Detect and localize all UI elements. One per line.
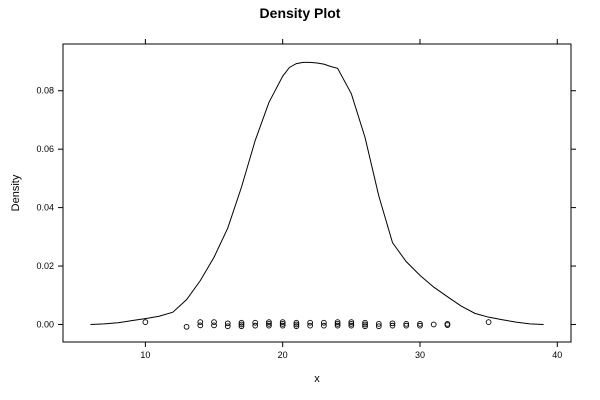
rug-point: [362, 321, 368, 328]
rug-point: [307, 319, 313, 326]
rug-point: [293, 321, 300, 328]
x-tick-label: 10: [140, 350, 150, 360]
rug-point: [389, 320, 396, 327]
rug-point: [252, 319, 259, 326]
rug-point: [211, 322, 217, 329]
rug-point: [197, 319, 204, 325]
rug-point: [430, 321, 437, 328]
plot-frame: [62, 43, 572, 343]
rug-point: [375, 323, 382, 330]
x-tick-label: 40: [552, 350, 562, 360]
rug-point: [252, 322, 259, 329]
y-tick-label: 0.06: [36, 144, 54, 154]
rug-points-layer: [142, 319, 492, 330]
density-curve: [90, 61, 544, 325]
rug-point: [375, 321, 382, 327]
rug-point: [417, 322, 423, 329]
rug-point: [279, 322, 286, 329]
rug-point: [348, 322, 355, 329]
rug-point: [485, 319, 492, 325]
rug-point: [224, 320, 231, 327]
rug-point: [238, 319, 245, 326]
rug-point: [197, 322, 204, 329]
rug-point: [417, 321, 423, 327]
rug-point: [307, 322, 313, 329]
x-tick-label: 20: [278, 350, 288, 360]
y-tick-label: 0.04: [36, 203, 54, 213]
chart-title: Density Plot: [260, 5, 341, 21]
rug-point: [224, 323, 231, 330]
rug-point: [293, 319, 300, 326]
rug-point: [362, 323, 368, 330]
rug-point: [279, 319, 286, 325]
rug-point: [444, 322, 451, 328]
rug-point: [142, 319, 149, 325]
y-tick-label: 0.02: [36, 261, 54, 271]
rug-point: [321, 319, 327, 326]
y-tick-label: 0.00: [36, 319, 54, 329]
rug-point: [334, 319, 341, 325]
rug-point: [348, 321, 355, 327]
x-axis-label: x: [314, 373, 320, 385]
x-tick-label: 30: [415, 350, 425, 360]
rug-point: [389, 322, 396, 329]
rug-point: [321, 322, 327, 329]
rug-point: [334, 321, 341, 327]
rug-point: [279, 321, 286, 327]
y-axis-label: Density: [10, 174, 22, 211]
axes-layer: 10 20 30 40 0.00 0.02 0.04 0.06 0.08: [36, 39, 576, 360]
y-tick-label: 0.08: [36, 86, 54, 96]
rug-point: [266, 321, 272, 327]
rug-point: [238, 321, 245, 328]
rug-point: [183, 323, 190, 330]
rug-point: [348, 319, 355, 325]
rug-point: [403, 322, 410, 329]
rug-point: [266, 319, 272, 325]
rug-point: [403, 321, 410, 327]
rug-point: [266, 322, 272, 329]
rug-point: [238, 323, 245, 330]
rug-point: [211, 319, 217, 325]
rug-point: [293, 323, 300, 330]
rug-point: [334, 322, 341, 329]
rug-point: [362, 319, 368, 326]
